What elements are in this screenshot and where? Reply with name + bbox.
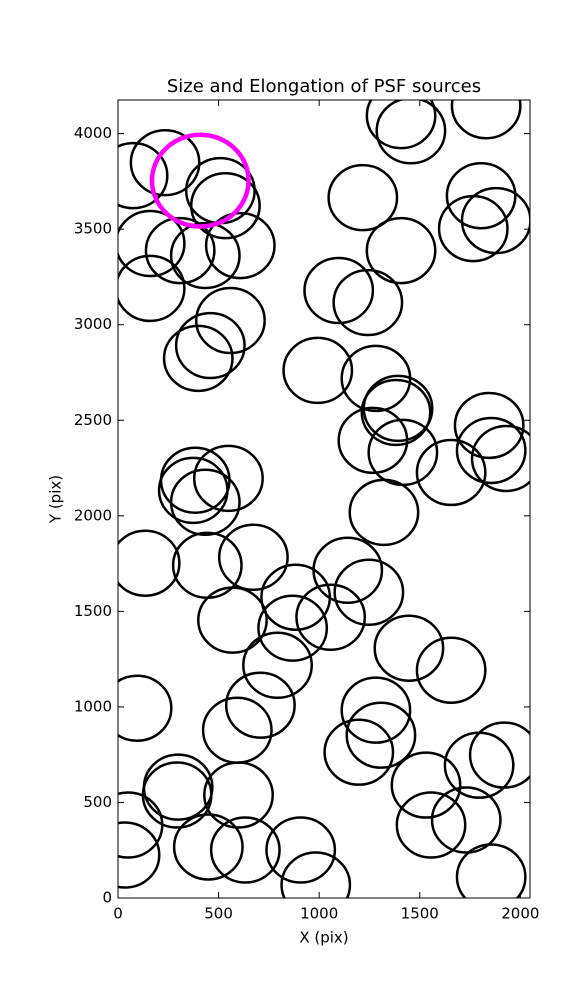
psf-source <box>443 731 515 799</box>
y-tick-label: 1500 <box>74 602 112 620</box>
psf-source <box>118 254 186 323</box>
psf-source <box>209 816 281 884</box>
psf-source <box>169 221 241 290</box>
psf-source <box>169 468 241 536</box>
y-tick-label: 1000 <box>74 697 112 715</box>
psf-source <box>118 821 161 889</box>
psf-source <box>118 141 169 210</box>
psf-source <box>340 676 412 744</box>
psf-source <box>118 209 186 278</box>
psf-source <box>453 391 525 460</box>
psf-source <box>375 100 447 165</box>
y-tick-label: 2500 <box>74 411 112 429</box>
psf-source <box>217 523 289 592</box>
x-tick-label: 1500 <box>401 905 439 923</box>
psf-source <box>337 406 409 475</box>
psf-source <box>333 558 405 626</box>
psf-source <box>323 718 395 786</box>
x-tick-label: 2000 <box>501 905 539 923</box>
psf-source <box>455 843 527 898</box>
psf-source <box>118 674 173 742</box>
psf-source <box>415 636 487 704</box>
x-tick-label: 1000 <box>300 905 338 923</box>
psf-source <box>445 162 517 230</box>
y-tick-label: 500 <box>83 793 112 811</box>
x-tick-label: 500 <box>204 905 233 923</box>
psf-source <box>365 216 437 285</box>
psf-source <box>192 444 264 513</box>
y-tick-label: 3500 <box>74 220 112 238</box>
psf-source <box>129 128 201 197</box>
psf-source <box>395 791 467 859</box>
psf-source <box>265 816 337 884</box>
psf-source <box>373 614 445 682</box>
psf-source <box>144 216 216 285</box>
psf-source <box>345 701 417 769</box>
psf-source <box>430 786 502 854</box>
y-tick-label: 4000 <box>74 124 112 142</box>
psf-source <box>197 586 268 654</box>
psf-source <box>460 186 530 255</box>
psf-source <box>172 813 244 881</box>
psf-source <box>348 478 420 547</box>
psf-source <box>390 751 462 819</box>
psf-source <box>455 416 527 485</box>
y-tick-label: 2000 <box>74 506 112 524</box>
psf-source <box>157 456 229 525</box>
psf-source <box>118 529 181 597</box>
psf-source <box>174 311 246 380</box>
psf-source <box>303 256 375 325</box>
psf-source <box>470 424 530 493</box>
y-tick-label: 3000 <box>74 315 112 333</box>
psf-source <box>280 851 352 898</box>
psf-source <box>162 324 234 393</box>
psf-source <box>415 438 487 507</box>
psf-source <box>332 268 404 337</box>
psf-source <box>189 171 261 240</box>
psf-source <box>118 791 164 859</box>
psf-source <box>295 583 367 652</box>
y-tick-label: 0 <box>102 889 112 907</box>
x-tick-label: 0 <box>113 905 123 923</box>
psf-source <box>203 761 274 829</box>
plot-frame <box>117 99 531 899</box>
chart-title: Size and Elongation of PSF sources <box>167 76 481 97</box>
psf-source <box>224 671 296 739</box>
psf-source <box>365 100 437 150</box>
psf-source <box>242 631 313 699</box>
psf-source <box>282 336 354 405</box>
highlight-source <box>149 132 251 229</box>
psf-source <box>204 211 276 280</box>
psf-source <box>312 536 384 605</box>
y-axis-label: Y (pix) <box>47 475 65 524</box>
x-axis-label: X (pix) <box>299 929 348 947</box>
psf-source <box>257 594 329 662</box>
psf-source <box>195 286 266 355</box>
psf-source <box>327 163 399 232</box>
psf-source <box>360 378 432 447</box>
